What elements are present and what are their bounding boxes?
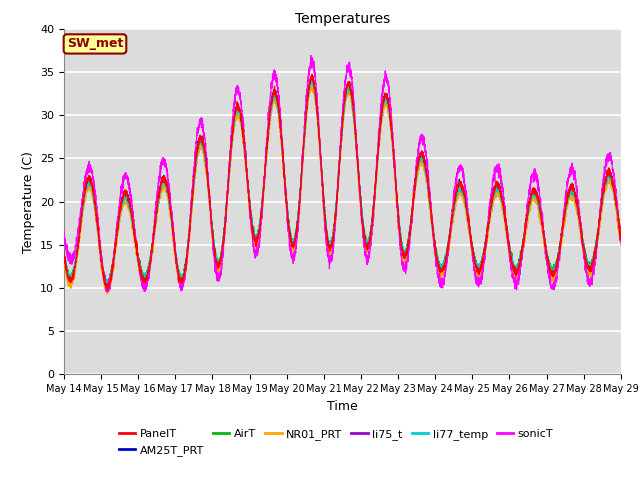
Text: SW_met: SW_met [67,37,123,50]
X-axis label: Time: Time [327,400,358,413]
Y-axis label: Temperature (C): Temperature (C) [22,151,35,252]
Legend: PanelT, AM25T_PRT, AirT, NR01_PRT, li75_t, li77_temp, sonicT: PanelT, AM25T_PRT, AirT, NR01_PRT, li75_… [114,425,558,460]
Title: Temperatures: Temperatures [295,12,390,26]
